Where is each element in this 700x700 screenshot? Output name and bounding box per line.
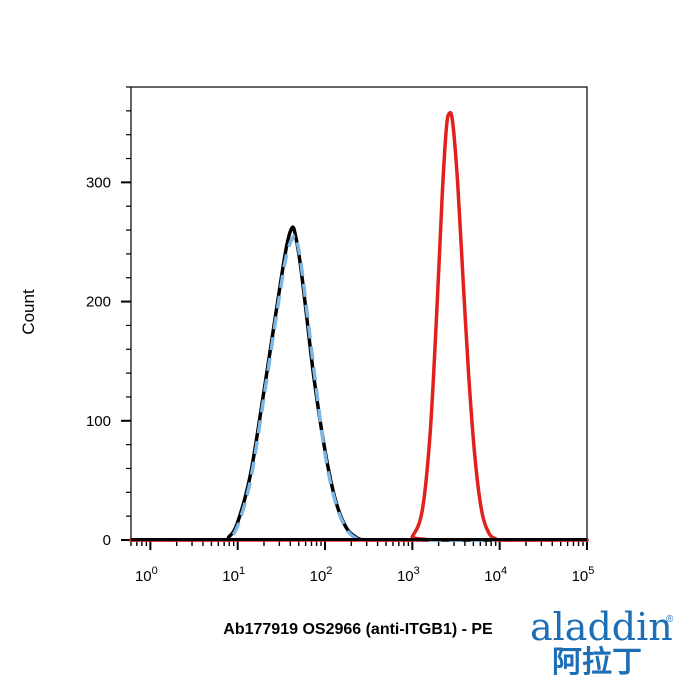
x-tick-label: 100 <box>135 565 158 585</box>
x-tick-exponent: 0 <box>152 565 158 577</box>
y-tick-label: 100 <box>86 413 111 430</box>
x-tick-labels: 100 101 102 103 104 105 <box>135 565 594 585</box>
x-tick-base: 10 <box>484 568 501 585</box>
x-tick-exponent: 1 <box>239 565 245 577</box>
series-line-3 <box>129 110 589 542</box>
x-tick-base: 10 <box>572 568 589 585</box>
x-tick-label: 102 <box>310 565 333 585</box>
y-axis-ticks <box>121 86 131 541</box>
y-tick-label: 0 <box>103 532 111 549</box>
x-tick-exponent: 4 <box>501 565 507 577</box>
logo-cjk-text: 阿拉丁 <box>552 645 642 680</box>
x-tick-exponent: 5 <box>588 565 594 577</box>
x-tick-label: 103 <box>397 565 420 585</box>
series-line-2 <box>131 233 587 542</box>
y-tick-label: 200 <box>86 294 111 311</box>
x-axis-bar <box>131 538 587 541</box>
y-tick-label: 300 <box>86 174 111 191</box>
x-tick-base: 10 <box>310 568 327 585</box>
series-layer <box>129 110 589 542</box>
y-tick-labels: 0 100 200 300 <box>86 174 111 549</box>
x-tick-label: 104 <box>484 565 507 585</box>
x-axis-label: Ab177919 OS2966 (anti-ITGB1) - PE <box>223 621 493 638</box>
plot-frame <box>130 86 588 541</box>
aladdin-logo: aladdin ® 阿拉丁 <box>530 605 674 680</box>
x-tick-exponent: 3 <box>414 565 420 577</box>
logo-registered-mark: ® <box>666 614 674 625</box>
x-tick-base: 10 <box>222 568 239 585</box>
x-tick-base: 10 <box>135 568 152 585</box>
logo-latin-text: aladdin <box>530 605 673 649</box>
series-line-1 <box>129 225 589 542</box>
x-tick-base: 10 <box>397 568 414 585</box>
y-axis-label: Count <box>19 289 38 335</box>
x-tick-label: 101 <box>222 565 245 585</box>
x-tick-exponent: 2 <box>326 565 332 577</box>
x-tick-label: 105 <box>572 565 595 585</box>
